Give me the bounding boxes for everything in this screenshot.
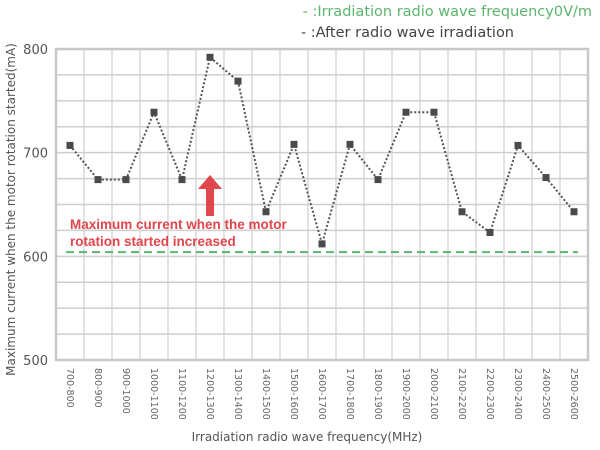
data-point (94, 176, 102, 184)
x-tick-label: 2400-2500 (540, 368, 551, 420)
data-point (122, 176, 130, 184)
plot-border (54, 47, 590, 362)
x-tick-label: 700-800 (64, 368, 75, 408)
data-point (402, 108, 410, 116)
legend-baseline: - :Irradiation radio wave frequency0V/m (302, 4, 592, 20)
annotation-line-1: Maximum current when the motor (70, 217, 288, 232)
x-tick-label: 1700-1800 (344, 368, 355, 420)
y-tick-label: 700 (23, 147, 48, 162)
y-tick-label: 600 (23, 250, 48, 265)
x-tick-label: 1200-1300 (204, 368, 215, 420)
x-axis-label: Irradiation radio wave frequency(MHz) (192, 430, 423, 444)
annotation-line-2: rotation started increased (70, 234, 236, 249)
data-point (150, 108, 158, 116)
after-series-line (69, 55, 575, 248)
x-tick-label: 1300-1400 (232, 368, 243, 420)
data-point (486, 228, 494, 236)
x-tick-label: 1400-1500 (260, 368, 271, 420)
x-tick-label: 2500-2600 (568, 368, 579, 420)
x-tick-label: 1000-1100 (148, 368, 159, 420)
y-axis-label: Maximum current when the motor rotation … (4, 43, 18, 376)
data-point (206, 53, 214, 61)
y-tick-label: 500 (23, 354, 48, 369)
x-tick-label: 1500-1600 (288, 368, 299, 420)
data-point (458, 208, 466, 216)
data-point (290, 140, 298, 148)
legend-after: - :After radio wave irradiation (300, 25, 514, 41)
data-point (234, 77, 242, 85)
data-point (66, 141, 74, 149)
x-tick-label: 2300-2400 (512, 368, 523, 420)
x-tick-label: 800-900 (92, 368, 103, 408)
y-tick-label: 800 (23, 43, 48, 58)
x-tick-label: 2000-2100 (428, 368, 439, 420)
x-tick-label: 900-1000 (120, 368, 131, 414)
data-point (262, 208, 270, 216)
up-arrow-icon (198, 175, 222, 216)
x-tick-label: 1100-1200 (176, 368, 187, 420)
data-point (514, 141, 522, 149)
x-tick-label: 1600-1700 (316, 368, 327, 420)
data-point (430, 108, 438, 116)
x-tick-label: 1800-1900 (372, 368, 383, 420)
data-point (346, 140, 354, 148)
data-point (542, 174, 550, 182)
data-point (374, 176, 382, 184)
x-tick-label: 1900-2000 (400, 368, 411, 420)
data-point (178, 176, 186, 184)
data-point (318, 240, 326, 248)
x-tick-label: 2200-2300 (484, 368, 495, 420)
data-point (570, 208, 578, 216)
x-tick-label: 2100-2200 (456, 368, 467, 420)
